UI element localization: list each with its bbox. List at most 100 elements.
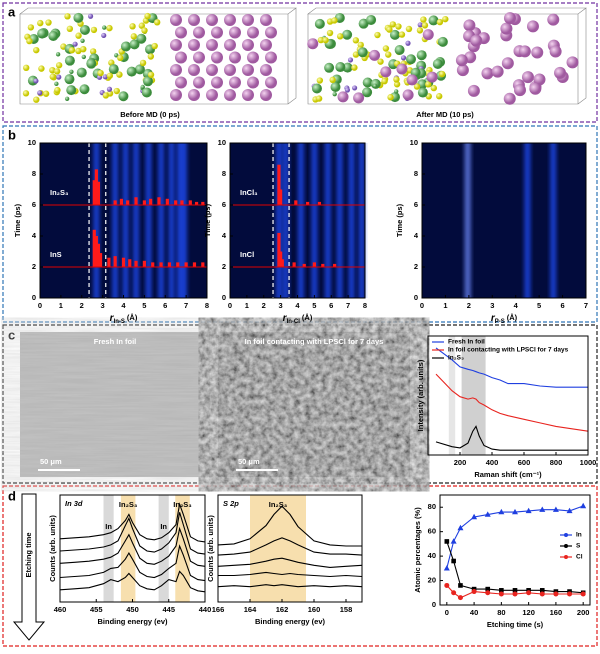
- atom: [188, 89, 200, 101]
- panel-frame: [2, 125, 598, 323]
- rdf-bar: [142, 260, 146, 267]
- x-tick-label: 6: [163, 301, 167, 310]
- atom: [188, 14, 200, 26]
- x-tick-label: 160: [550, 608, 563, 617]
- band-label: In₂S₃: [173, 500, 192, 509]
- shaded-band: [158, 495, 169, 602]
- atom: [118, 91, 129, 102]
- atom: [54, 86, 61, 94]
- point: [457, 524, 464, 531]
- atom: [393, 76, 400, 83]
- atom: [342, 29, 353, 40]
- x-tick-label: 4: [121, 301, 126, 310]
- rdf-bar: [134, 197, 138, 205]
- y-tick-label: 0: [222, 293, 226, 302]
- atom: [260, 39, 272, 51]
- atom: [324, 62, 335, 73]
- atom: [387, 94, 394, 101]
- atom: [381, 78, 388, 85]
- y-tick-label: 10: [28, 138, 36, 147]
- atom: [455, 54, 468, 67]
- atom: [42, 90, 50, 97]
- x-tick-label: 6: [560, 301, 564, 310]
- point: [485, 586, 491, 592]
- atom: [417, 22, 423, 28]
- y-tick-label: 8: [222, 169, 226, 178]
- axis-symbol: r: [491, 313, 496, 324]
- atom: [456, 64, 469, 77]
- atom: [139, 59, 147, 67]
- atom: [405, 40, 411, 46]
- phase-label: InCl₃: [240, 188, 258, 197]
- atom: [130, 33, 138, 40]
- density-streak: [275, 143, 282, 298]
- atom: [518, 45, 531, 58]
- density-streak: [145, 143, 152, 298]
- rdf-bar: [113, 256, 117, 267]
- point: [444, 539, 450, 544]
- atom: [347, 57, 354, 63]
- atom: [394, 89, 399, 94]
- atom: [547, 13, 560, 26]
- rdf-bar: [96, 181, 101, 205]
- y-tick-label: 60: [428, 527, 436, 536]
- atom: [357, 47, 368, 58]
- point: [566, 507, 573, 514]
- x-tick-label: 6: [329, 301, 333, 310]
- series-line: [59, 544, 206, 582]
- atom: [329, 76, 336, 84]
- atom: [317, 36, 325, 44]
- atom: [106, 86, 113, 92]
- atom: [395, 23, 402, 30]
- density-streak: [524, 143, 531, 298]
- point: [539, 591, 545, 597]
- y-axis-label: Counts (arb. units): [206, 515, 215, 582]
- atom: [380, 66, 392, 78]
- density-streak: [158, 143, 165, 298]
- rdf-bar: [92, 180, 96, 205]
- series-line: [435, 425, 588, 451]
- rdf-bar: [121, 257, 126, 267]
- series-line: [217, 584, 363, 588]
- atom: [129, 23, 136, 30]
- rdf-bar: [157, 197, 161, 205]
- point: [484, 511, 491, 517]
- atom: [491, 65, 504, 78]
- density-streak: [550, 143, 557, 298]
- atom: [141, 27, 148, 34]
- x-axis-label: rP-S (Å): [491, 313, 518, 325]
- chart-title: In 3d: [65, 499, 83, 508]
- rdf-bar: [279, 189, 283, 205]
- x-tick-label: 4: [514, 301, 519, 310]
- y-tick-label: 0: [414, 293, 418, 302]
- y-tick-label: 4: [32, 231, 37, 240]
- atom: [389, 29, 400, 40]
- atom: [326, 29, 334, 37]
- rdf-bar: [134, 260, 138, 267]
- atom: [23, 64, 30, 72]
- atom: [385, 51, 392, 58]
- panel-frame: [2, 324, 598, 484]
- atom: [425, 81, 432, 88]
- x-axis-label: rIn-S (Å): [110, 313, 138, 325]
- x-tick-label: 162: [276, 605, 289, 614]
- phase-label: InS: [50, 250, 62, 259]
- atom: [416, 27, 424, 34]
- panel-frame: [2, 485, 598, 647]
- x-axis-label: Binding energy (ev): [255, 617, 326, 626]
- rdf-bar: [292, 262, 296, 267]
- caption: Before MD (0 ps): [120, 110, 180, 119]
- legend-marker: [564, 544, 568, 548]
- point: [499, 588, 504, 593]
- x-tick-label: 2: [80, 301, 84, 310]
- atom: [55, 62, 63, 69]
- point: [512, 591, 518, 597]
- atom: [102, 25, 107, 30]
- atom: [211, 51, 223, 64]
- x-axis-label: Binding energy (ev): [97, 617, 168, 626]
- atom: [66, 25, 74, 33]
- plot-frame: [427, 335, 589, 456]
- x-tick-label: 5: [312, 301, 316, 310]
- point: [552, 506, 559, 512]
- atom: [151, 42, 158, 50]
